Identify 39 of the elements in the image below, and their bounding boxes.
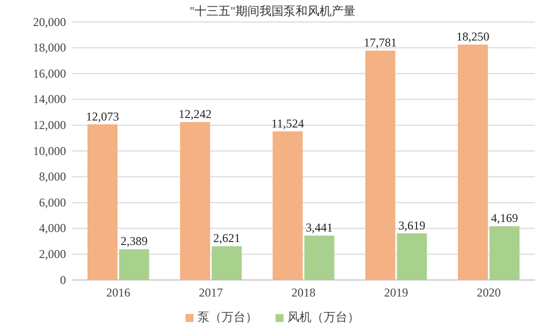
y-tick-label: 14,000 [33, 92, 66, 106]
bar [458, 44, 488, 280]
legend-label: 泵（万台） [198, 310, 258, 324]
y-tick-label: 16,000 [33, 66, 66, 80]
bar [87, 124, 118, 280]
x-tick-label: 2016 [106, 286, 130, 300]
chart-title: "十三五"期间我国泵和风机产量 [190, 4, 356, 18]
data-label: 12,242 [178, 107, 212, 122]
legend-label: 风机（万台） [288, 310, 360, 324]
x-tick-label: 2020 [476, 286, 501, 300]
y-tick-label: 8,000 [39, 170, 66, 184]
data-label: 2,621 [213, 231, 240, 246]
x-tick-label: 2019 [384, 286, 408, 300]
y-tick-label: 4,000 [39, 221, 66, 236]
bar [396, 233, 427, 280]
data-label: 2,389 [120, 234, 148, 248]
bar [180, 122, 210, 280]
y-tick-label: 10,000 [33, 144, 66, 158]
data-label: 3,441 [306, 220, 333, 235]
y-tick-label: 6,000 [39, 195, 66, 210]
x-tick-label: 2018 [292, 286, 316, 300]
y-tick-label: 0 [60, 272, 66, 287]
y-tick-label: 2,000 [39, 247, 66, 262]
data-label: 11,524 [271, 116, 304, 130]
data-label: 18,250 [456, 30, 490, 44]
y-tick-label: 18,000 [33, 40, 66, 55]
data-label: 3,619 [398, 218, 426, 232]
x-tick-label: 2017 [198, 286, 223, 300]
data-label: 12,073 [86, 109, 119, 124]
y-tick-label: 12,000 [33, 118, 66, 132]
data-label: 4,169 [491, 211, 518, 226]
bar [272, 131, 303, 280]
bar [365, 50, 396, 280]
y-tick-label: 20,000 [33, 14, 66, 29]
bar [304, 236, 334, 280]
bar [212, 246, 242, 280]
data-label: 17,781 [364, 36, 397, 50]
bar [489, 226, 520, 280]
bar [119, 249, 150, 280]
